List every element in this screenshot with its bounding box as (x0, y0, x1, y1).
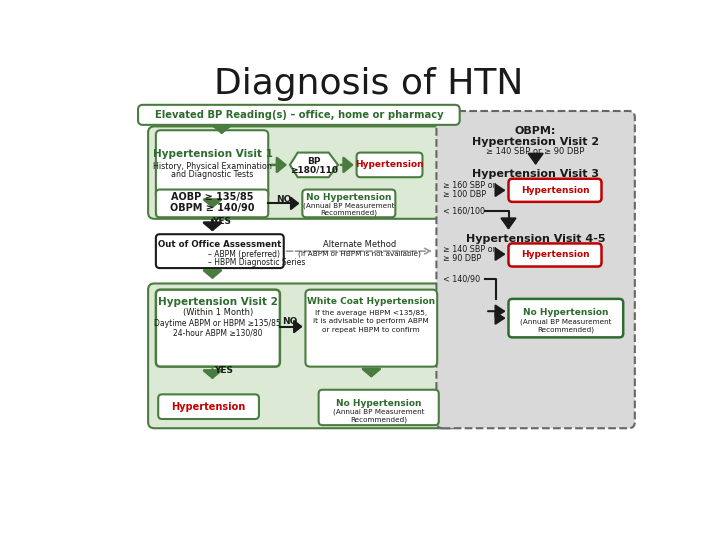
FancyBboxPatch shape (436, 111, 635, 428)
Text: < 140/90: < 140/90 (444, 274, 480, 284)
Text: (Annual BP Measurement: (Annual BP Measurement (520, 319, 611, 325)
FancyBboxPatch shape (508, 244, 601, 267)
FancyBboxPatch shape (138, 105, 459, 125)
Text: Recommended): Recommended) (350, 416, 407, 423)
Text: (Annual BP Measurement: (Annual BP Measurement (333, 409, 424, 415)
FancyBboxPatch shape (305, 289, 437, 367)
Text: Hypertension: Hypertension (171, 402, 246, 411)
Text: NO: NO (276, 195, 292, 204)
Text: – HBPM Diagnostic Series: – HBPM Diagnostic Series (208, 258, 305, 267)
Text: No Hypertension: No Hypertension (306, 193, 392, 202)
Text: and Diagnostic Tests: and Diagnostic Tests (171, 170, 253, 179)
Text: Out of Office Assessment: Out of Office Assessment (158, 240, 281, 249)
Text: ≥180/110: ≥180/110 (290, 165, 338, 174)
Text: (Annual BP Measurement: (Annual BP Measurement (303, 202, 395, 209)
Text: Hypertension: Hypertension (521, 251, 589, 260)
FancyBboxPatch shape (302, 190, 395, 217)
FancyBboxPatch shape (319, 390, 438, 425)
Text: ≥ 140 SBP or ≥ 90 DBP: ≥ 140 SBP or ≥ 90 DBP (487, 147, 585, 156)
Text: Recommended): Recommended) (320, 210, 377, 216)
Text: ≥ 160 SBP or: ≥ 160 SBP or (444, 181, 496, 190)
Text: 24-hour ABPM ≥130/80: 24-hour ABPM ≥130/80 (173, 328, 263, 338)
Text: NO: NO (282, 316, 297, 326)
Text: No Hypertension: No Hypertension (336, 399, 421, 408)
FancyBboxPatch shape (156, 289, 280, 367)
FancyBboxPatch shape (158, 394, 259, 419)
Text: Hypertension Visit 2: Hypertension Visit 2 (472, 137, 599, 147)
Text: < 160/100: < 160/100 (444, 207, 485, 215)
Text: Hypertension Visit 2: Hypertension Visit 2 (158, 297, 278, 307)
Text: Recommended): Recommended) (537, 326, 594, 333)
Text: History, Physical Examination: History, Physical Examination (153, 162, 272, 171)
Text: OBPM ≥ 140/90: OBPM ≥ 140/90 (170, 203, 255, 213)
Text: ≥ 90 DBP: ≥ 90 DBP (444, 254, 482, 262)
FancyBboxPatch shape (148, 126, 458, 219)
Text: ≥ 140 SBP or: ≥ 140 SBP or (444, 245, 496, 254)
Text: BP: BP (307, 157, 320, 166)
FancyBboxPatch shape (156, 130, 269, 200)
FancyBboxPatch shape (156, 234, 284, 268)
Text: Elevated BP Reading(s) – office, home or pharmacy: Elevated BP Reading(s) – office, home or… (155, 110, 444, 120)
Text: ≥ 100 DBP: ≥ 100 DBP (444, 190, 487, 199)
Text: Hypertension Visit 1: Hypertension Visit 1 (153, 149, 272, 159)
Text: or repeat HBPM to confirm: or repeat HBPM to confirm (323, 327, 420, 333)
Text: Alternate Method: Alternate Method (323, 240, 396, 249)
Text: Hypertension Visit 4-5: Hypertension Visit 4-5 (466, 234, 606, 244)
Text: it is advisable to perform ABPM: it is advisable to perform ABPM (313, 318, 429, 324)
Text: YES: YES (215, 366, 233, 375)
FancyBboxPatch shape (356, 153, 423, 177)
Text: YES: YES (212, 217, 231, 226)
Text: Daytime ABPM or HBPM ≥135/85: Daytime ABPM or HBPM ≥135/85 (155, 319, 282, 328)
FancyBboxPatch shape (156, 190, 269, 217)
Text: (If ABPM or HBPM is not available): (If ABPM or HBPM is not available) (298, 251, 421, 258)
Text: Hypertension: Hypertension (521, 186, 589, 195)
Text: (Within 1 Month): (Within 1 Month) (183, 308, 253, 317)
Polygon shape (290, 153, 338, 177)
FancyBboxPatch shape (508, 299, 624, 338)
FancyBboxPatch shape (148, 284, 458, 428)
Text: White Coat Hypertension: White Coat Hypertension (307, 298, 436, 307)
Text: Hypertension: Hypertension (355, 160, 423, 170)
Text: AOBP ≥ 135/85: AOBP ≥ 135/85 (171, 192, 253, 202)
Text: Hypertension Visit 3: Hypertension Visit 3 (472, 169, 599, 179)
Text: If the average HBPM <135/85,: If the average HBPM <135/85, (315, 310, 428, 316)
Text: OBPM:: OBPM: (515, 126, 557, 136)
Text: Diagnosis of HTN: Diagnosis of HTN (215, 67, 523, 101)
Text: – ABPM (preferred): – ABPM (preferred) (208, 249, 280, 259)
FancyBboxPatch shape (508, 179, 601, 202)
Text: No Hypertension: No Hypertension (523, 308, 608, 317)
